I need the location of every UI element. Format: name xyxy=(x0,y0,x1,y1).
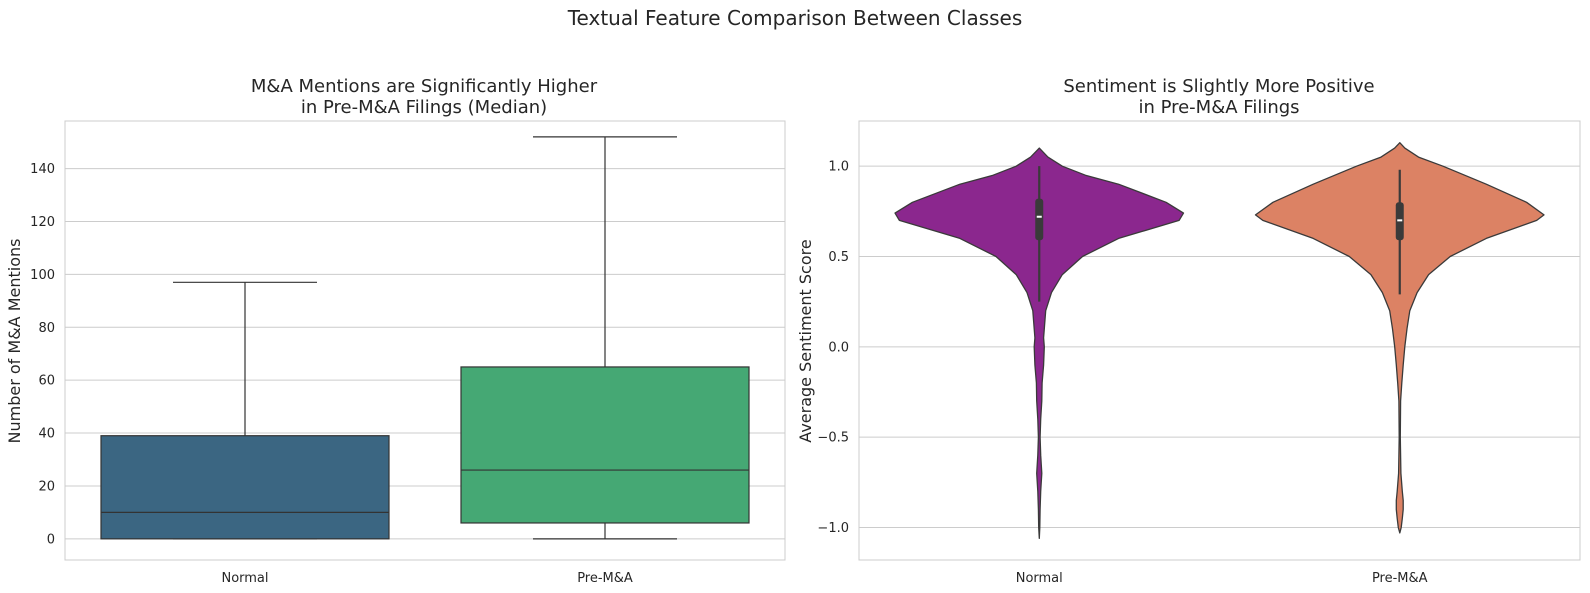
violin-plot-x-tick-labels: Normal Pre-M&A xyxy=(1016,571,1428,586)
violin-plot-panel: Sentiment is Slightly More Positive in P… xyxy=(796,76,1581,586)
figure-suptitle: Textual Feature Comparison Between Class… xyxy=(567,6,1023,30)
violin-plot-y-tick-label: 0.5 xyxy=(828,250,849,265)
violin-plot-title-line2: in Pre-M&A Filings xyxy=(1138,97,1299,118)
violin-body-normal xyxy=(894,147,1185,539)
box-iqr-pre-m-a xyxy=(460,366,750,524)
violin-iqr-bar xyxy=(1035,198,1044,241)
box-plot-y-tick-label: 20 xyxy=(38,479,55,494)
violin-plot-y-axis-label: Average Sentiment Score xyxy=(796,239,815,442)
violin-plot-x-tick-label: Normal xyxy=(1016,571,1063,586)
box-plot-x-tick-labels: Normal Pre-M&A xyxy=(221,571,632,586)
box-plot-y-tick-labels: 0 20 40 60 80 100 120 140 xyxy=(30,162,55,547)
violin-plot-y-tick-labels: −1.0 −0.5 0.0 0.5 1.0 xyxy=(817,160,849,536)
violin-body-pre-m-a xyxy=(1254,142,1545,534)
violin-plot-y-tick-label: 1.0 xyxy=(828,160,849,175)
box-plot-y-tick-label: 80 xyxy=(38,321,55,336)
box-plot-y-tick-label: 40 xyxy=(38,427,55,442)
violin-plot-gridlines xyxy=(859,165,1580,528)
violin-plot-y-tick-label: −1.0 xyxy=(817,521,849,536)
box-plot-title-line1: M&A Mentions are Significantly Higher xyxy=(251,76,598,97)
box-plot-title-line2: in Pre-M&A Filings (Median) xyxy=(301,97,547,118)
violin-plot-title-line1: Sentiment is Slightly More Positive xyxy=(1063,76,1374,97)
box-plot-marks xyxy=(100,136,750,540)
violin-plot-x-tick-label: Pre-M&A xyxy=(1372,571,1428,586)
box-plot-y-tick-label: 0 xyxy=(47,532,55,547)
violin-plot-y-tick-label: −0.5 xyxy=(817,431,849,446)
violin-plot-frame xyxy=(858,120,1581,561)
box-plot-y-tick-label: 140 xyxy=(30,162,55,177)
box-plot-y-tick-label: 100 xyxy=(30,268,55,283)
box-plot-y-tick-label: 60 xyxy=(38,374,55,389)
box-iqr-normal xyxy=(100,435,390,540)
box-plot-y-axis-label: Number of M&A Mentions xyxy=(5,239,24,444)
box-plot-y-tick-label: 120 xyxy=(30,215,55,230)
box-plot-frame xyxy=(64,120,786,561)
box-plot-panel: M&A Mentions are Significantly Higher in… xyxy=(5,76,786,586)
violin-plot-marks xyxy=(894,142,1545,539)
box-plot-x-tick-label: Pre-M&A xyxy=(577,571,633,586)
box-plot-x-tick-label: Normal xyxy=(221,571,268,586)
violin-plot-y-tick-label: 0.0 xyxy=(828,340,849,355)
